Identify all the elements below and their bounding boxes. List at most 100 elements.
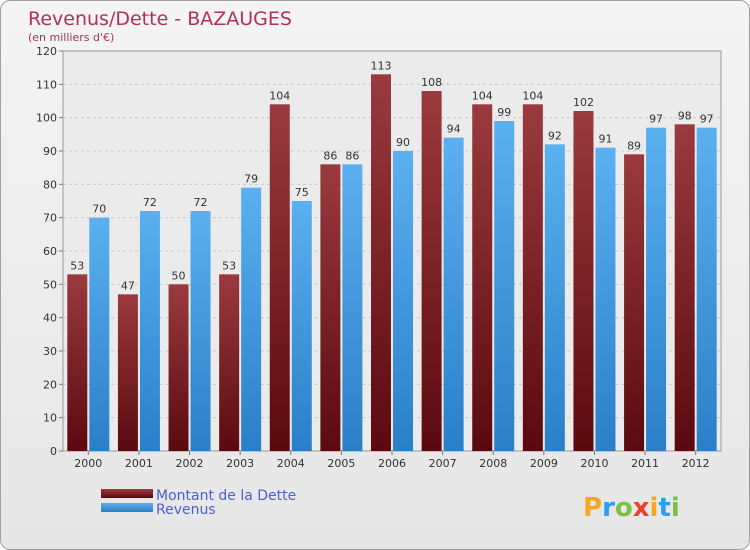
bar-dette: [219, 274, 240, 451]
bar-dette: [624, 154, 645, 452]
bar-revenus: [443, 137, 464, 451]
bar-dette: [320, 164, 341, 452]
bar-revenus: [696, 127, 717, 452]
bar-dette: [371, 74, 391, 451]
y-tick-label: 70: [43, 212, 57, 225]
bar-dette: [117, 294, 138, 451]
chart-subtitle: (en milliers d'€): [28, 31, 114, 44]
x-tick-label: 2003: [226, 457, 254, 470]
legend-swatch-dette: [101, 489, 153, 498]
bar-dette: [522, 104, 543, 451]
logo-letter: P: [583, 493, 602, 523]
value-label: 90: [396, 136, 410, 149]
value-label: 92: [548, 129, 562, 142]
y-tick-label: 30: [43, 345, 57, 358]
y-tick-label: 60: [43, 245, 57, 258]
logo-letter: o: [615, 493, 633, 523]
value-label: 102: [573, 96, 594, 109]
x-tick-label: 2000: [74, 457, 102, 470]
bar-revenus: [494, 121, 515, 451]
logo-letter: t: [658, 493, 670, 523]
x-tick-label: 2008: [479, 457, 507, 470]
y-tick-label: 90: [43, 145, 57, 158]
legend-label-revenus: Revenus: [156, 502, 216, 518]
y-tick-label: 40: [43, 312, 57, 325]
value-label: 97: [700, 113, 714, 126]
y-tick-label: 110: [36, 78, 57, 91]
bar-revenus: [291, 201, 312, 451]
bar-dette: [168, 284, 189, 451]
bar-revenus: [190, 211, 211, 451]
value-label: 89: [627, 139, 641, 152]
logo-letter: x: [633, 493, 650, 523]
bar-revenus: [241, 187, 262, 451]
chart-title: Revenus/Dette - BAZAUGES: [28, 8, 292, 30]
bar-revenus: [342, 164, 363, 452]
value-label: 94: [447, 123, 461, 136]
value-label: 72: [143, 196, 157, 209]
value-label: 86: [345, 149, 359, 162]
value-label: 72: [194, 196, 208, 209]
bar-revenus: [544, 144, 565, 452]
x-tick-label: 2009: [530, 457, 558, 470]
logo-letter: i: [671, 493, 680, 523]
x-axis-ticks: 2000 2001 2002 2003 2004 2005 2006 2007 2008 2009…: [74, 451, 710, 470]
bar-dette: [421, 91, 442, 451]
y-axis-ticks: 0 10 20 30 40 50 60 70 80 90 100 110 120: [36, 45, 63, 458]
proxiti-logo: Proxiti: [583, 493, 680, 523]
logo-letter: i: [650, 493, 659, 523]
x-tick-label: 2002: [176, 457, 204, 470]
bar-revenus: [89, 217, 110, 451]
legend-swatch-revenus: [101, 503, 153, 512]
legend-label-dette: Montant de la Dette: [156, 488, 296, 504]
x-tick-label: 2001: [125, 457, 153, 470]
bar-dette: [573, 111, 594, 451]
bar-dette: [67, 274, 88, 451]
x-tick-label: 2005: [327, 457, 355, 470]
value-label: 98: [678, 109, 692, 122]
value-label: 113: [371, 59, 392, 72]
bar-dette: [472, 104, 493, 451]
legend: Montant de la Dette Revenus: [101, 488, 296, 518]
x-tick-label: 2012: [682, 457, 710, 470]
bar-revenus: [595, 147, 616, 451]
bar-revenus: [646, 127, 667, 452]
x-tick-label: 2004: [277, 457, 305, 470]
y-tick-label: 50: [43, 278, 57, 291]
value-label: 53: [70, 259, 84, 272]
value-labels: 53 70 47 72 50 72 53 79 104 75 86 86 113 90 108 94 104 99…: [70, 59, 713, 292]
value-label: 47: [121, 279, 135, 292]
value-label: 104: [472, 89, 493, 102]
y-tick-label: 100: [36, 112, 57, 125]
x-tick-label: 2006: [378, 457, 406, 470]
value-label: 50: [172, 269, 186, 282]
y-tick-label: 80: [43, 178, 57, 191]
value-label: 75: [295, 186, 309, 199]
x-tick-label: 2011: [631, 457, 659, 470]
y-tick-label: 20: [43, 378, 57, 391]
bar-dette: [269, 104, 290, 451]
y-tick-label: 0: [50, 445, 57, 458]
value-label: 97: [649, 113, 663, 126]
bar-revenus: [393, 151, 413, 451]
x-tick-label: 2007: [429, 457, 457, 470]
value-label: 99: [497, 106, 511, 119]
bars: [67, 74, 717, 452]
x-tick-label: 2010: [580, 457, 608, 470]
y-tick-label: 10: [43, 412, 57, 425]
value-label: 70: [92, 203, 106, 216]
logo-letter: r: [602, 493, 615, 523]
value-label: 53: [222, 259, 236, 272]
value-label: 91: [598, 133, 612, 146]
value-label: 104: [522, 89, 543, 102]
value-label: 79: [244, 173, 258, 186]
y-tick-label: 120: [36, 45, 57, 58]
bar-revenus: [139, 211, 160, 451]
value-label: 104: [269, 89, 290, 102]
value-label: 86: [323, 149, 337, 162]
bar-dette: [674, 124, 695, 451]
value-label: 108: [421, 76, 442, 89]
logo-text: Proxiti: [583, 493, 680, 523]
